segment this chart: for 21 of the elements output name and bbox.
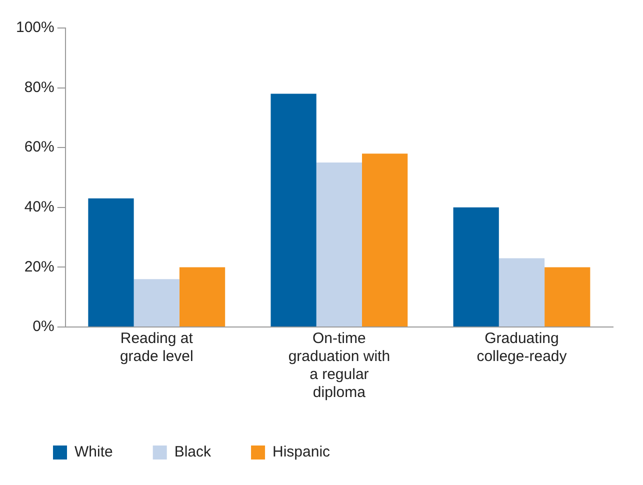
y-tick-label: 40% — [24, 198, 54, 216]
bar — [453, 207, 499, 326]
legend-label: Hispanic — [272, 444, 331, 461]
y-tick-label: 20% — [24, 258, 54, 276]
legend-label: White — [74, 444, 113, 461]
y-tick-label: 0% — [32, 318, 54, 336]
legend-label: Black — [174, 444, 212, 461]
bar — [270, 94, 316, 326]
x-tick-label: On-time graduation with a regular diploma — [288, 330, 390, 402]
bar — [498, 258, 545, 326]
bar — [179, 267, 226, 326]
x-tick-label: Reading at grade level — [120, 330, 194, 366]
bar — [362, 154, 408, 326]
bar — [88, 198, 134, 326]
bar — [134, 279, 180, 326]
y-tick-label: 100% — [16, 19, 54, 36]
bar — [316, 162, 362, 326]
y-tick-label: 80% — [24, 78, 54, 96]
bar — [544, 267, 590, 326]
x-tick-label: Graduating college-ready — [476, 330, 568, 366]
y-tick-label: 60% — [24, 138, 54, 156]
